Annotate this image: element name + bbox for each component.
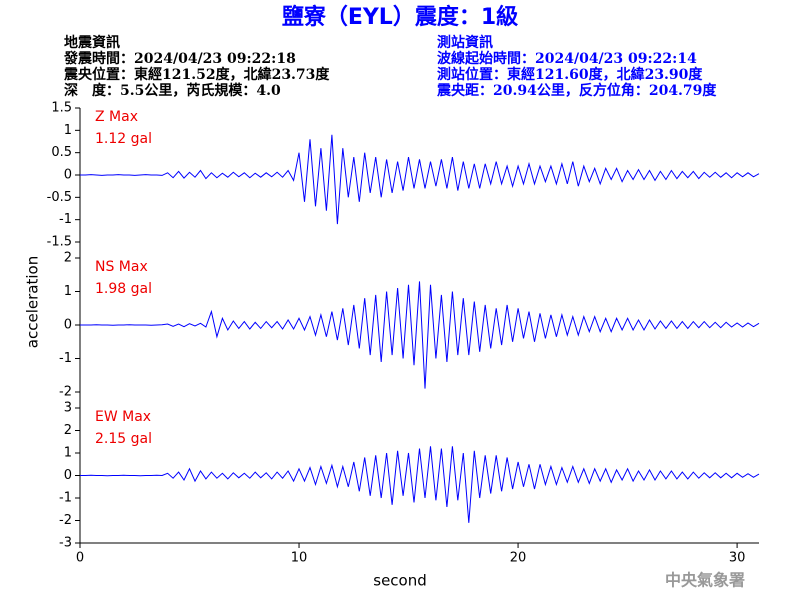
max-label: 2.15 gal [95,431,152,447]
series-name: NS Max [95,259,148,275]
y-tick-label: 1.5 [51,101,72,116]
max-label: 1.12 gal [95,131,152,147]
x-tick-label: 10 [291,551,308,566]
y-tick-label: 3 [64,401,72,416]
y-axis-label: acceleration [24,256,42,348]
waveform [80,281,760,389]
y-tick-label: 0 [64,468,72,483]
info-line: 測站資訊 [437,34,493,51]
y-tick-label: 0 [64,318,72,333]
info-line: 震央位置：東經121.52度，北緯23.73度 [63,66,330,83]
y-tick-label: 1 [64,123,72,138]
y-tick-label: -1 [59,212,72,227]
series-name: Z Max [95,109,138,125]
y-tick-label: -0.5 [47,190,72,205]
info-line: 震央距：20.94公里，反方位角：204.79度 [436,82,717,99]
watermark: 中央氣象署 [665,571,745,590]
waveform [80,134,760,225]
chart-title: 鹽寮（EYL）震度：1級 [282,4,518,30]
series-name: EW Max [95,409,151,425]
y-tick-label: -3 [59,536,72,551]
y-tick-label: 1 [64,446,72,461]
y-tick-label: 2 [64,251,72,266]
max-label: 1.98 gal [95,281,152,297]
info-line: 地震資訊 [64,34,120,51]
y-tick-label: -1.5 [47,235,72,250]
y-tick-label: -2 [59,385,72,400]
info-line: 波線起始時間：2024/04/23 09:22:14 [437,50,697,67]
y-tick-label: -1 [59,491,72,506]
x-tick-label: 0 [76,551,84,566]
info-line: 發震時間：2024/04/23 09:22:18 [63,50,296,67]
y-tick-label: 2 [64,423,72,438]
y-tick-label: -1 [59,351,72,366]
x-axis-label: second [373,572,427,590]
info-line: 測站位置：東經121.60度，北緯23.90度 [437,66,703,83]
info-line: 深 度：5.5公里，芮氏規模：4.0 [64,82,281,99]
y-tick-label: 1 [64,284,72,299]
y-tick-label: -2 [59,513,72,528]
y-tick-label: 0 [64,168,72,183]
waveform [80,446,760,523]
x-tick-label: 30 [729,551,746,566]
y-tick-label: 0.5 [51,145,72,160]
x-tick-label: 20 [510,551,527,566]
